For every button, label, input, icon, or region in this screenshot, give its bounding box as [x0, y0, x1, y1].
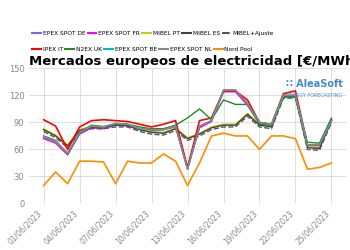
- Text: ENERGY FORECASTING: ENERGY FORECASTING: [286, 93, 343, 98]
- Text: Mercados europeos de electricidad [€/MWh]: Mercados europeos de electricidad [€/MWh…: [29, 56, 350, 68]
- Text: ∷ AleaSoft: ∷ AleaSoft: [286, 79, 343, 89]
- Legend: IPEX IT, N2EX UK, EPEX SPOT BE, EPEX SPOT NL, Nord Pool: IPEX IT, N2EX UK, EPEX SPOT BE, EPEX SPO…: [32, 47, 253, 52]
